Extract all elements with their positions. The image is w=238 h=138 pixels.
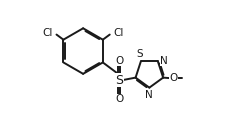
Text: N: N [160, 56, 168, 66]
Text: S: S [136, 49, 143, 59]
Text: O: O [169, 73, 178, 83]
Text: Cl: Cl [43, 28, 53, 39]
Text: S: S [115, 74, 123, 87]
Text: N: N [145, 90, 153, 100]
Text: O: O [115, 56, 123, 66]
Text: O: O [115, 94, 123, 104]
Text: Cl: Cl [113, 28, 124, 39]
